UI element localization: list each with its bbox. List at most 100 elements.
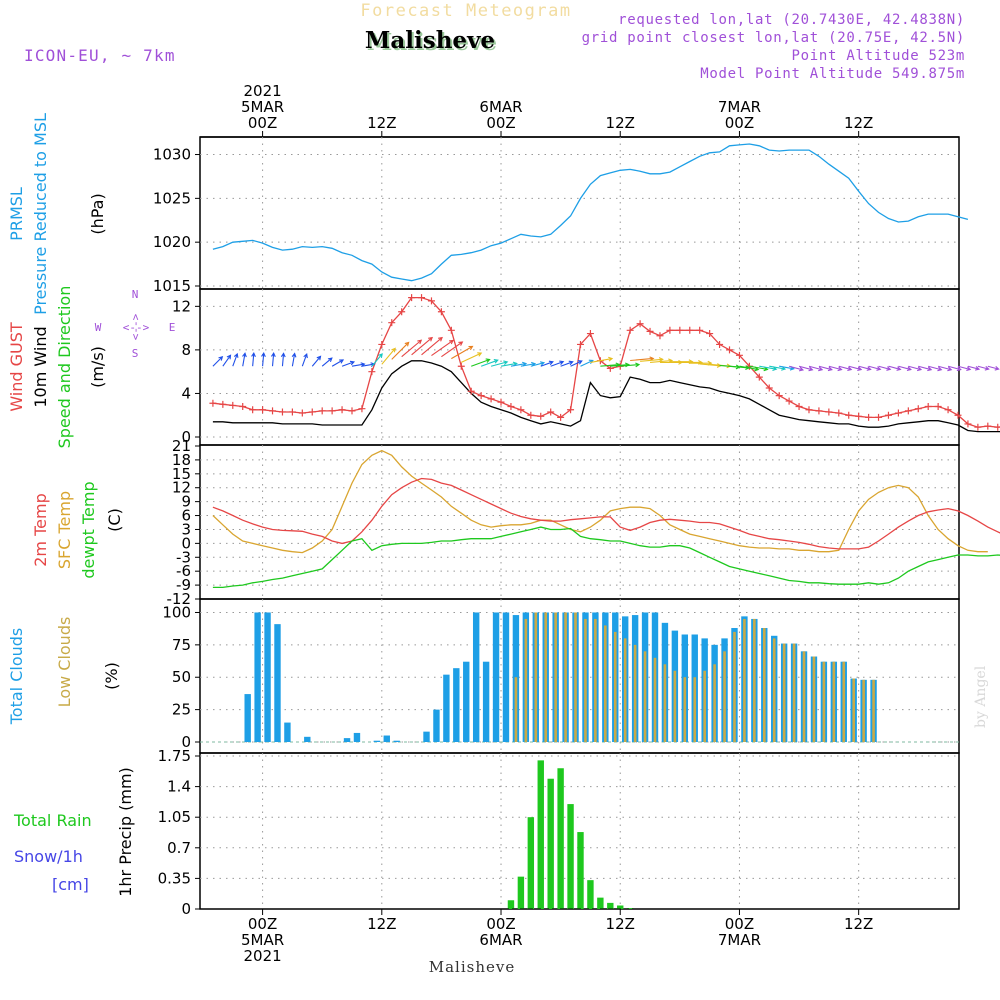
low-cloud-bar <box>633 644 637 742</box>
wind-direction-arrow <box>321 357 333 367</box>
rain-bar <box>507 900 515 909</box>
wind-gust-marker <box>795 403 803 411</box>
label-percent: (%) <box>102 662 121 690</box>
wind-direction-arrow <box>411 336 434 356</box>
total-cloud-bar <box>264 612 271 742</box>
wind-direction-arrow <box>848 365 863 372</box>
axis-labels: 101510201025103004812-12-9-6-30369121518… <box>7 82 873 965</box>
wind-gust-marker <box>497 398 505 406</box>
panel-frames <box>199 136 960 910</box>
wind-gust-marker <box>676 326 684 334</box>
total-cloud-bar <box>244 694 251 742</box>
y-tick-label: 1.75 <box>158 747 191 765</box>
y-tick-label: 8 <box>181 341 191 359</box>
time-label-top: 5MAR <box>241 98 284 116</box>
label-prmsl: PRMSL <box>7 187 26 241</box>
low-cloud-bar <box>584 618 587 742</box>
wind-gust-marker <box>467 387 475 395</box>
y-tick-label: 0 <box>181 900 191 918</box>
label-total-clouds: Total Clouds <box>7 628 26 726</box>
compass-w: W <box>95 321 102 334</box>
wind-gust-marker <box>239 403 247 411</box>
wind-gust-marker <box>269 407 277 415</box>
label-low-clouds: Low Clouds <box>55 617 74 708</box>
wind-gust-marker <box>288 408 296 416</box>
compass-s: S <box>132 347 139 360</box>
y-tick-label: 0 <box>181 428 191 446</box>
rain-bar <box>617 905 624 909</box>
time-label-top: 00Z <box>486 114 515 132</box>
wind-gust-marker <box>487 395 495 403</box>
wind-gust-marker <box>994 423 1000 431</box>
wind-gust-marker <box>894 409 902 417</box>
label-ms: (m/s) <box>88 346 107 388</box>
wind-gust-marker <box>974 423 982 431</box>
wind-gust-marker <box>348 407 356 415</box>
rain-bar <box>557 768 564 909</box>
wind-gust-marker <box>576 340 584 348</box>
station-title-shadow: Malisheve <box>367 29 497 56</box>
y-tick-label: 0.7 <box>167 839 191 857</box>
wind-gust-marker <box>567 406 575 414</box>
low-cloud-bar <box>544 612 548 742</box>
time-label-top: 00Z <box>725 114 754 132</box>
wind-direction-arrow <box>550 360 565 367</box>
wind-direction-arrow <box>640 357 664 362</box>
wind-gust-marker <box>984 422 992 430</box>
wind-gust-marker <box>358 405 366 413</box>
wind-gust-marker <box>437 308 445 316</box>
wind-gust-marker <box>517 406 525 414</box>
station-title: Malisheve <box>365 27 495 54</box>
wind-direction-arrow <box>918 365 933 372</box>
wind-direction-arrow <box>590 356 614 363</box>
wind-direction-arrow <box>451 345 474 360</box>
wind-gust-marker <box>924 403 932 411</box>
wind-gust-marker <box>586 330 594 338</box>
time-label-top: 00Z <box>248 114 277 132</box>
wind-gust-marker <box>855 412 863 420</box>
wind-direction-arrow <box>280 352 286 367</box>
label-10m-wind: 10m Wind <box>31 326 50 407</box>
time-label-bottom: 00Z <box>248 915 277 933</box>
wind-gust-marker <box>427 297 435 305</box>
wind-direction-arrow <box>480 359 499 367</box>
y-tick-label: -6 <box>176 562 191 580</box>
wind-direction-arrow <box>898 365 912 372</box>
wind-direction-arrow <box>828 365 843 372</box>
wind-direction-arrow <box>570 360 583 367</box>
total-cloud-bar <box>284 722 291 742</box>
y-tick-label: 0 <box>181 534 191 552</box>
sfc-temp-line <box>212 449 988 554</box>
y-tick-label: 1020 <box>153 233 191 251</box>
y-tick-label: 12 <box>172 297 191 315</box>
compass-e: E <box>169 321 176 334</box>
wind-gust-marker <box>636 320 644 328</box>
point-altitude: Point Altitude 523m <box>792 48 965 64</box>
low-cloud-bar <box>673 670 677 742</box>
low-cloud-bar <box>594 618 597 742</box>
y-tick-label: 1025 <box>153 189 191 207</box>
wind-gust-marker <box>755 373 763 381</box>
wind-gust-marker <box>249 406 257 414</box>
wind-gust-marker <box>318 407 326 415</box>
wind-direction-arrow <box>232 352 239 367</box>
wind-direction-arrow <box>261 352 266 367</box>
wind-direction-arrow <box>212 355 224 367</box>
total-cloud-bar <box>343 738 351 742</box>
wind-gust-marker <box>408 294 416 302</box>
wind-direction-arrow <box>391 341 410 360</box>
wind-gust-marker <box>418 294 426 302</box>
y-tick-label: 21 <box>172 437 191 455</box>
wind-gust-marker <box>537 412 545 420</box>
panel-frame-temperature <box>199 444 960 600</box>
wind-direction-arrow <box>620 362 641 368</box>
low-cloud-bar <box>792 643 796 742</box>
wind-gust-marker <box>477 392 485 400</box>
y-tick-label: 0 <box>181 733 191 751</box>
rain-bar <box>587 880 594 909</box>
rain-bar <box>547 778 554 909</box>
wind-gust-marker <box>457 362 465 370</box>
label-sfc-temp: SFC Temp <box>55 491 74 569</box>
y-tick-label: 100 <box>162 603 191 621</box>
label-wind-gust: Wind GUST <box>7 322 26 412</box>
